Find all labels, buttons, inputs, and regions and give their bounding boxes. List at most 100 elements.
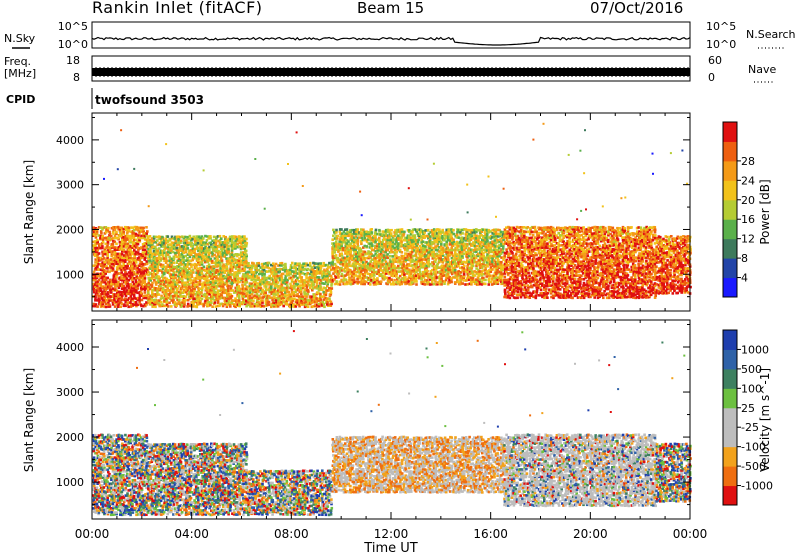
echo-cell [114,254,117,257]
echo-cell [110,269,113,272]
echo-cell [151,275,154,278]
echo-cell [394,257,397,260]
echo-cell [401,257,404,260]
echo-cell [409,278,413,282]
echo-cell [278,276,282,280]
echo-cell [467,249,471,252]
echo-cell [303,272,307,276]
echo-cell [97,268,100,271]
echo-cell [170,285,174,288]
echo-cell [212,241,216,244]
echo-cell [172,296,175,300]
echo-cell [388,231,391,234]
echo-cell [244,302,247,306]
echo-cell [393,231,396,234]
echo-cell [401,273,404,276]
echo-cell [179,255,182,258]
echo-cell [435,264,439,267]
echo-cell [302,284,305,288]
echo-cell [384,228,388,232]
echo-cell [402,258,405,262]
echo-cell [118,252,122,256]
echo-cell [345,242,348,245]
echo-cell [328,287,331,290]
echo-cell [413,234,416,237]
echo-cell [459,245,462,248]
echo-cell [469,250,473,254]
echo-cell [248,268,252,271]
echo-cell [94,295,97,298]
echo-cell [136,291,139,295]
echo-cell [117,301,121,304]
echo-cell [383,272,386,275]
echo-cell [136,298,139,301]
echo-cell [361,256,365,259]
echo-cell [473,254,476,258]
echo-cell [161,277,165,280]
echo-cell [108,282,112,286]
echo-cell [309,268,312,272]
echo-cell [436,256,439,260]
echo-cell [379,265,383,268]
echo-cell [413,228,417,231]
echo-cell [376,232,379,236]
echo-cell [117,294,120,297]
echo-cell [227,274,231,278]
echo-cell [345,264,348,268]
echo-cell [334,264,338,268]
echo-cell [243,265,247,269]
echo-cell [462,244,466,247]
echo-cell [268,274,271,278]
echo-cell [159,284,162,288]
echo-cell [280,276,284,280]
echo-cell [289,305,292,309]
echo-cell [219,255,223,259]
echo-cell [340,262,343,266]
beam-title: Beam 15 [357,0,424,17]
echo-cell [266,266,269,269]
echo-cell [289,272,293,276]
echo-cell [187,295,191,299]
echo-cell [326,263,330,267]
echo-cell [170,290,173,294]
echo-cell [390,240,393,243]
echo-cell [154,253,157,256]
echo-cell [374,264,377,267]
echo-cell [197,237,201,241]
echo-cell [289,286,292,290]
echo-cell [257,304,260,308]
echo-cell [374,258,377,262]
echo-cell [445,273,448,276]
echo-cell [202,274,206,278]
echo-cell [441,235,444,238]
echo-cell [99,264,103,268]
echo-cell [410,236,413,239]
echo-cell [122,236,125,239]
echo-cell [202,249,205,253]
echo-cell [324,288,328,292]
echo-cell [262,305,266,308]
echo-cell [471,272,475,276]
echo-cell [161,303,164,306]
echo-cell [217,249,220,253]
echo-cell [218,275,222,279]
echo-cell [129,289,133,292]
echo-cell [218,251,222,254]
echo-cell [143,238,147,241]
echo-cell [197,277,200,280]
echo-cell [216,262,220,266]
echo-cell [152,258,155,262]
echo-cell [369,239,373,242]
echo-cell [145,260,148,263]
echo-cell [186,247,190,250]
echo-cell [117,292,120,296]
echo-cell [419,228,423,232]
echo-cell [208,290,211,294]
echo-cell [365,252,369,255]
echo-cell [108,246,111,249]
echo-cell [334,242,338,246]
echo-cell [210,291,213,294]
echo-cell [379,274,382,277]
echo-cell [234,239,237,242]
echo-cell [420,242,424,246]
